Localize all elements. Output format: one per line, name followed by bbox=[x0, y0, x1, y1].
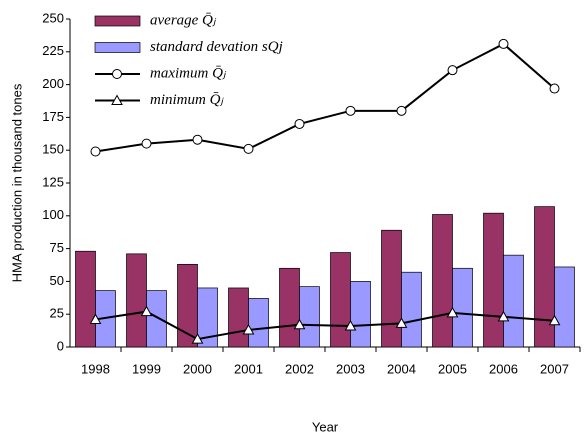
triangle-marker bbox=[89, 313, 102, 324]
y-tick-label: 250 bbox=[42, 10, 64, 25]
legend-swatch bbox=[94, 42, 141, 53]
bar bbox=[401, 271, 422, 348]
circle-marker bbox=[243, 143, 254, 154]
circle-marker bbox=[192, 134, 203, 145]
line bbox=[95, 42, 556, 153]
y-tick-label: 225 bbox=[42, 43, 64, 58]
x-tick-label: 2007 bbox=[540, 361, 569, 376]
bar bbox=[75, 250, 96, 348]
bar bbox=[432, 214, 453, 348]
triangle-marker bbox=[497, 310, 510, 322]
circle-marker bbox=[90, 146, 101, 157]
bar bbox=[279, 267, 300, 348]
bar bbox=[228, 287, 249, 348]
bar bbox=[248, 298, 269, 348]
y-tick-label: 75 bbox=[50, 240, 64, 255]
x-tick-label: 2001 bbox=[234, 361, 263, 376]
line bbox=[95, 310, 555, 341]
triangle-marker bbox=[395, 317, 408, 328]
x-tick-label: 2000 bbox=[183, 361, 212, 376]
x-tick-label: 2003 bbox=[336, 361, 365, 376]
bar bbox=[534, 206, 555, 348]
y-tick-label: 125 bbox=[42, 174, 64, 189]
bar bbox=[197, 287, 218, 348]
x-tick-label: 1999 bbox=[132, 361, 161, 376]
bar bbox=[330, 252, 351, 348]
circle-marker bbox=[549, 83, 560, 94]
legend-marker bbox=[112, 69, 122, 79]
x-tick-label: 2004 bbox=[387, 361, 416, 376]
triangle-marker bbox=[548, 314, 561, 326]
x-axis-label: Year bbox=[312, 419, 339, 434]
bar bbox=[146, 290, 167, 348]
legend-label: standard devation sQj bbox=[150, 39, 283, 55]
x-tick-label: 2006 bbox=[489, 361, 518, 376]
circle-marker bbox=[447, 65, 458, 76]
y-axis-label: HMA production in thousand tones bbox=[9, 83, 24, 282]
y-tick-label: 25 bbox=[50, 306, 64, 321]
bar bbox=[126, 253, 147, 348]
x-tick-label: 2002 bbox=[285, 361, 314, 376]
y-tick-label: 150 bbox=[42, 142, 64, 157]
x-tick-label: 2005 bbox=[438, 361, 467, 376]
legend-marker bbox=[111, 94, 123, 105]
triangle-marker bbox=[344, 319, 357, 331]
y-tick-label: 100 bbox=[42, 207, 64, 222]
bar bbox=[483, 212, 504, 348]
bar bbox=[452, 267, 473, 348]
circle-marker bbox=[141, 138, 152, 149]
triangle-marker bbox=[446, 306, 459, 318]
circle-marker bbox=[396, 105, 407, 116]
y-tick-label: 200 bbox=[42, 76, 64, 91]
triangle-marker bbox=[242, 323, 255, 335]
bar bbox=[503, 254, 524, 348]
bar bbox=[554, 266, 575, 348]
y-tick-label: 175 bbox=[42, 109, 64, 124]
y-tick-label: 0 bbox=[57, 338, 64, 353]
triangle-marker bbox=[140, 305, 153, 317]
circle-marker bbox=[345, 105, 356, 116]
bar bbox=[381, 229, 402, 348]
circle-marker bbox=[498, 38, 509, 49]
bar bbox=[299, 286, 320, 348]
y-tick-label: 50 bbox=[50, 273, 64, 288]
x-tick-label: 1998 bbox=[81, 361, 110, 376]
triangle-marker bbox=[191, 333, 204, 344]
triangle-marker bbox=[293, 318, 306, 330]
legend-swatch bbox=[94, 15, 141, 27]
legend-label: maximum Q̄ⱼ bbox=[150, 65, 227, 81]
legend-label: average Q̄ⱼ bbox=[150, 12, 217, 28]
legend-label: minimum Q̄ⱼ bbox=[150, 92, 224, 108]
bar bbox=[350, 281, 371, 348]
circle-marker bbox=[294, 118, 305, 129]
